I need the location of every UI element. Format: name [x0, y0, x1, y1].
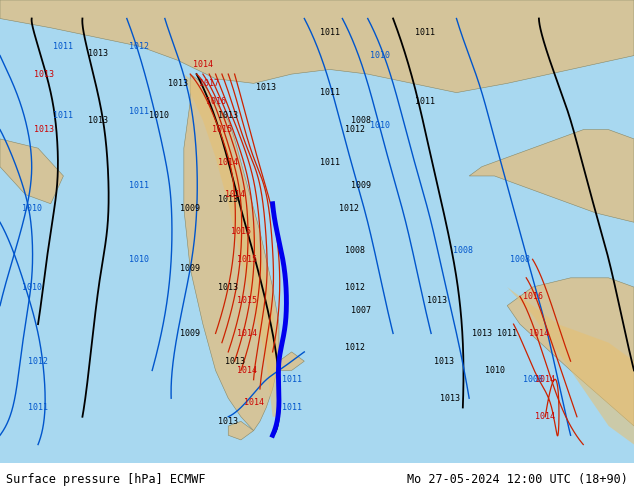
Text: 1009: 1009 [180, 204, 200, 213]
Text: 1013: 1013 [427, 296, 448, 305]
Text: 1011: 1011 [129, 107, 150, 116]
Text: 1011: 1011 [320, 88, 340, 97]
Text: 1013: 1013 [440, 394, 460, 403]
Text: 1013: 1013 [472, 329, 492, 338]
Text: 1008: 1008 [351, 116, 372, 125]
Text: 1011: 1011 [497, 329, 517, 338]
Text: 1013: 1013 [434, 357, 454, 366]
Text: 1009: 1009 [180, 264, 200, 273]
Text: 1010: 1010 [22, 204, 42, 213]
Text: 1012: 1012 [339, 204, 359, 213]
Text: 1011: 1011 [28, 403, 48, 412]
Text: 1015: 1015 [237, 255, 257, 264]
Text: 1010: 1010 [370, 121, 391, 129]
Text: Surface pressure [hPa] ECMWF: Surface pressure [hPa] ECMWF [6, 473, 206, 486]
Polygon shape [228, 421, 254, 440]
Text: 1008: 1008 [453, 245, 473, 254]
Text: 1011: 1011 [281, 375, 302, 384]
Text: 1014: 1014 [224, 190, 245, 199]
Text: 1013: 1013 [218, 111, 238, 120]
Text: 1011: 1011 [415, 98, 435, 106]
Text: 1011: 1011 [415, 28, 435, 37]
Text: 1015: 1015 [212, 125, 232, 134]
Polygon shape [184, 74, 279, 431]
Bar [0, 463, 634, 490]
Text: 1013: 1013 [218, 417, 238, 426]
Text: 1009: 1009 [351, 181, 372, 190]
Text: 1012: 1012 [28, 357, 48, 366]
Text: 1014: 1014 [529, 329, 549, 338]
Text: 1010: 1010 [484, 366, 505, 375]
Text: 1013: 1013 [34, 125, 55, 134]
Text: 1014: 1014 [535, 412, 555, 421]
Text: 1011: 1011 [53, 111, 74, 120]
Text: 1013: 1013 [218, 283, 238, 292]
Text: 1011: 1011 [281, 403, 302, 412]
Text: 1014: 1014 [193, 60, 213, 69]
Polygon shape [507, 278, 634, 426]
Text: 1009: 1009 [180, 329, 200, 338]
Polygon shape [184, 74, 279, 416]
Text: 1012: 1012 [129, 42, 150, 51]
Text: 1012: 1012 [345, 283, 365, 292]
Text: 1008: 1008 [345, 245, 365, 254]
Text: 1015: 1015 [237, 296, 257, 305]
Text: 1015: 1015 [231, 227, 251, 236]
Text: 1014: 1014 [243, 398, 264, 407]
Text: 1013: 1013 [34, 70, 55, 78]
Text: 1013: 1013 [88, 116, 108, 125]
Text: 1012: 1012 [345, 125, 365, 134]
Polygon shape [469, 130, 634, 222]
Text: 1014: 1014 [237, 366, 257, 375]
Polygon shape [507, 287, 634, 444]
Text: 1008: 1008 [510, 255, 530, 264]
Text: 1011: 1011 [320, 158, 340, 167]
Text: 1013: 1013 [218, 195, 238, 204]
Text: 1016: 1016 [522, 292, 543, 301]
Text: 1013: 1013 [256, 83, 276, 93]
Text: 1010: 1010 [22, 283, 42, 292]
Text: 1007: 1007 [351, 306, 372, 315]
Text: 1011: 1011 [320, 28, 340, 37]
Text: 1014: 1014 [218, 158, 238, 167]
Polygon shape [0, 139, 63, 204]
Text: 1012: 1012 [345, 343, 365, 352]
Text: 1014: 1014 [535, 375, 555, 384]
Text: 1008: 1008 [522, 375, 543, 384]
Text: 1010: 1010 [370, 51, 391, 60]
Text: 1013: 1013 [167, 79, 188, 88]
Text: Mo 27-05-2024 12:00 UTC (18+90): Mo 27-05-2024 12:00 UTC (18+90) [407, 473, 628, 486]
Text: 1017: 1017 [199, 79, 219, 88]
Text: 1014: 1014 [237, 329, 257, 338]
Text: 1010: 1010 [148, 111, 169, 120]
Polygon shape [279, 352, 304, 370]
Text: 1013: 1013 [224, 357, 245, 366]
Text: 1010: 1010 [129, 255, 150, 264]
Text: 1016: 1016 [205, 98, 226, 106]
Text: 1011: 1011 [53, 42, 74, 51]
Text: 1011: 1011 [129, 181, 150, 190]
Text: 1013: 1013 [88, 49, 108, 58]
Polygon shape [0, 0, 634, 93]
